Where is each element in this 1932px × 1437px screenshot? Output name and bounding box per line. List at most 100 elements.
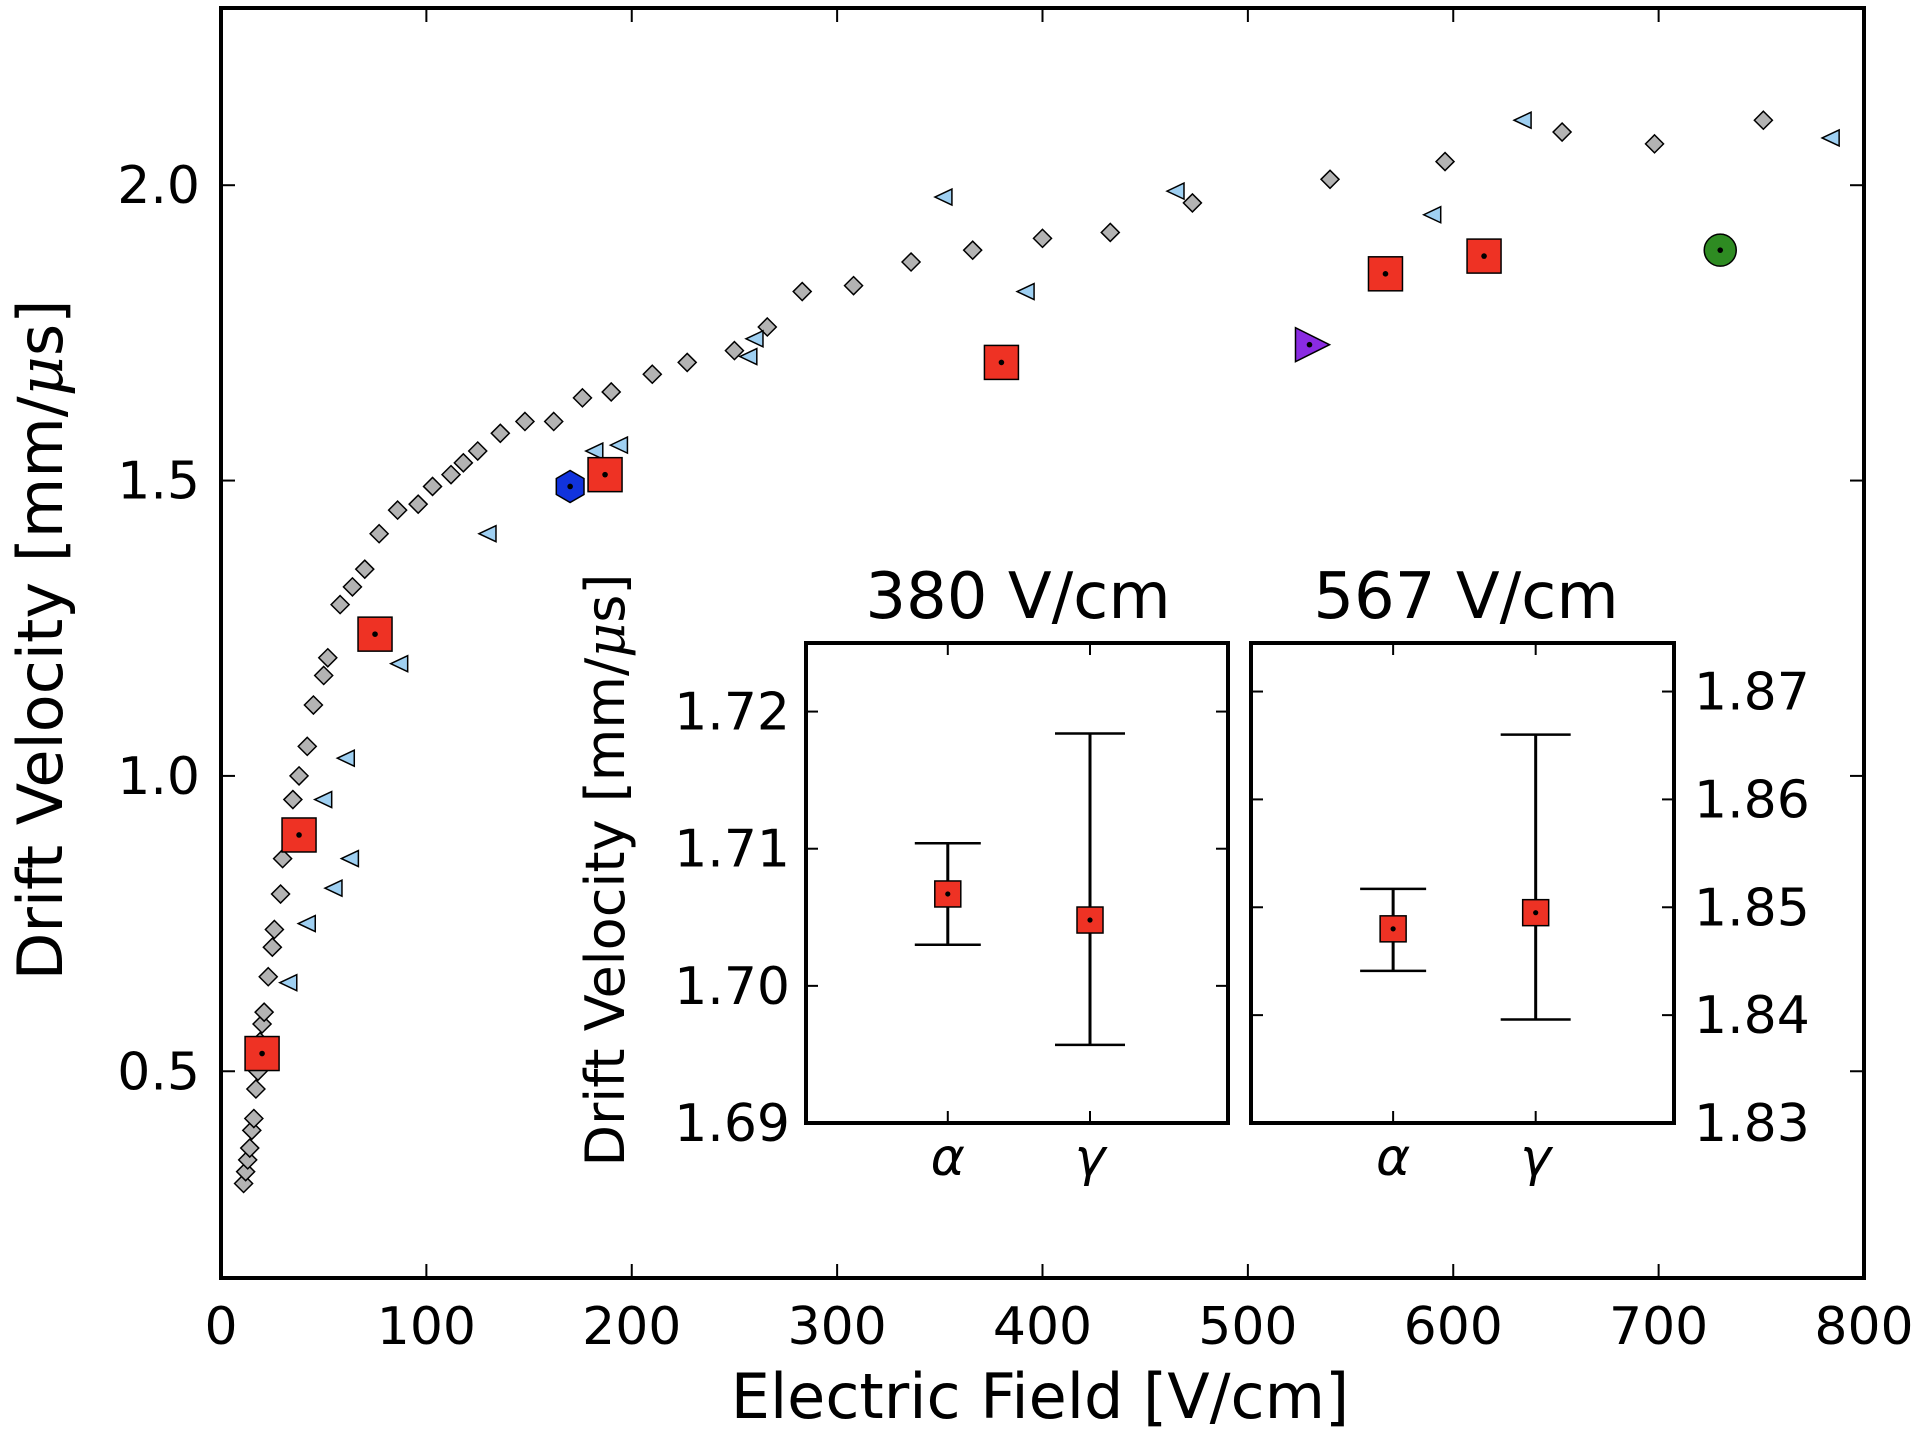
blue-triangles-point (738, 347, 758, 366)
inset-y-tick-label: 1.83 (1694, 1094, 1810, 1154)
gray-diamonds-point (387, 500, 408, 521)
inset-value-marker-dot (945, 891, 951, 897)
inset-value-marker (1076, 906, 1104, 934)
blue-triangles-point (339, 849, 360, 868)
blue-triangles-point (744, 329, 764, 348)
gray-diamonds-point (572, 387, 593, 408)
inset-y-axis-label: Drift Velocity [mm/μs] (574, 574, 637, 1167)
blue-triangles-point (312, 790, 333, 809)
inset-value-marker (1379, 915, 1407, 943)
gray-diamonds-point (440, 464, 462, 485)
y-tick-label: 1.5 (117, 452, 200, 512)
inset-y-tick-label: 1.87 (1694, 663, 1810, 723)
gray-diamonds-point (1100, 222, 1121, 243)
gray-diamonds-point (962, 240, 983, 261)
purple-triangle-point (1294, 326, 1332, 363)
gray-diamonds-point (354, 559, 375, 580)
inset-y-tick-label: 1.84 (1694, 986, 1810, 1046)
gray-diamonds-point (282, 789, 303, 810)
gray-diamonds-point (313, 665, 334, 686)
x-tick-label: 800 (1814, 1297, 1913, 1357)
gray-diamonds-point (254, 1002, 275, 1023)
green-circle-point-center-dot (1717, 247, 1724, 253)
gray-diamonds-point (303, 694, 324, 716)
main-data-points (233, 110, 1840, 1194)
y-tick-label: 0.5 (117, 1042, 200, 1102)
inset-567-title: 567 V/cm (1313, 560, 1618, 634)
gray-diamonds-point (1182, 192, 1203, 213)
x-tick-label: 100 (377, 1297, 476, 1357)
x-axis-label: Electric Field [V/cm] (731, 1360, 1349, 1433)
gray-diamonds-point (514, 411, 536, 432)
gray-diamonds-point (1552, 121, 1573, 143)
gray-diamonds-point (243, 1108, 264, 1129)
gray-diamonds-point (642, 364, 663, 385)
inset-value-marker-dot (1087, 917, 1093, 923)
blue-triangles-point (933, 187, 953, 207)
inset-y-tick-label: 1.72 (674, 683, 790, 743)
gray-diamonds-point (467, 440, 488, 462)
gray-diamonds-point (258, 966, 279, 987)
gray-diamonds-point (317, 647, 338, 668)
inset-value-marker-dot (1390, 926, 1396, 932)
gray-diamonds-point (453, 452, 474, 473)
inset-category-label: α (1376, 1128, 1410, 1188)
gray-diamonds-point (1319, 169, 1341, 190)
blue-triangles-point (1165, 181, 1185, 201)
blue-triangles-point (323, 878, 343, 898)
blue-triangles-point (278, 973, 298, 992)
gray-diamonds-point (1032, 228, 1053, 249)
gray-diamonds-point (677, 352, 698, 373)
y-tick-label: 1.0 (117, 747, 200, 807)
x-tick-label: 500 (1198, 1297, 1297, 1357)
gray-diamonds-point (369, 523, 390, 544)
inset-y-tick-label: 1.86 (1694, 770, 1810, 830)
gray-diamonds-point (272, 848, 293, 869)
main-axis-ticks: 0 100 200 300 400 500 600 700 800 0.5 1.0 1.5 2.0 (117, 8, 1914, 1357)
gray-diamonds-point (297, 736, 318, 757)
gray-diamonds-point (792, 281, 813, 302)
inset-content: 1.69 1.70 1.71 1.72 α γ 1.83 1.84 1.85 1.86 1.87 α γ (674, 643, 1810, 1188)
gray-diamonds-point (543, 411, 564, 432)
blue-triangles-point (296, 914, 317, 933)
blue-triangles-point (1512, 111, 1532, 130)
gray-diamonds-point (330, 594, 351, 615)
gray-diamonds-point (408, 494, 429, 515)
gray-diamonds-point (270, 883, 291, 905)
gray-diamonds-point (239, 1137, 260, 1159)
blue-triangles-point (1421, 205, 1442, 224)
red-squares-point-center-dot (998, 359, 1005, 366)
x-tick-label: 0 (204, 1297, 237, 1357)
red-squares-point-center-dot (602, 471, 608, 478)
inset-y-tick-label: 1.85 (1694, 878, 1810, 938)
y-axis-label: Drift Velocity [mm/μs] (4, 300, 77, 981)
red-squares-point-center-dot (1481, 253, 1487, 259)
inset-380-frame (804, 641, 1230, 1125)
gray-diamonds-point (1753, 110, 1774, 131)
inset-380-title: 380 V/cm (865, 560, 1170, 634)
x-tick-label: 400 (993, 1297, 1092, 1357)
blue-triangles-point (584, 441, 604, 461)
blue-triangles-point (1820, 128, 1840, 148)
blue-triangles-point (477, 524, 497, 543)
x-tick-label: 600 (1404, 1297, 1503, 1357)
gray-diamonds-point (843, 275, 864, 296)
y-tick-label: 2.0 (117, 156, 200, 216)
inset-y-tick-label: 1.71 (674, 820, 790, 880)
gray-diamonds-point (245, 1078, 266, 1100)
purple-triangle-point-center-dot (1306, 341, 1313, 348)
red-squares-point-center-dot (259, 1050, 265, 1057)
blue-triangles-point (608, 435, 629, 455)
gray-diamonds-point (490, 423, 511, 444)
inset-value-marker-dot (1533, 910, 1539, 916)
gray-diamonds-point (724, 340, 745, 361)
x-tick-label: 300 (787, 1297, 886, 1357)
blue-triangles-point (335, 749, 356, 768)
gray-diamonds-point (264, 919, 285, 940)
inset-category-label: γ (1075, 1128, 1109, 1188)
blue-triangles-point (1015, 282, 1035, 301)
gray-diamonds-point (288, 765, 310, 786)
gray-diamonds-point (262, 937, 283, 958)
red-squares-point-center-dot (296, 832, 302, 838)
